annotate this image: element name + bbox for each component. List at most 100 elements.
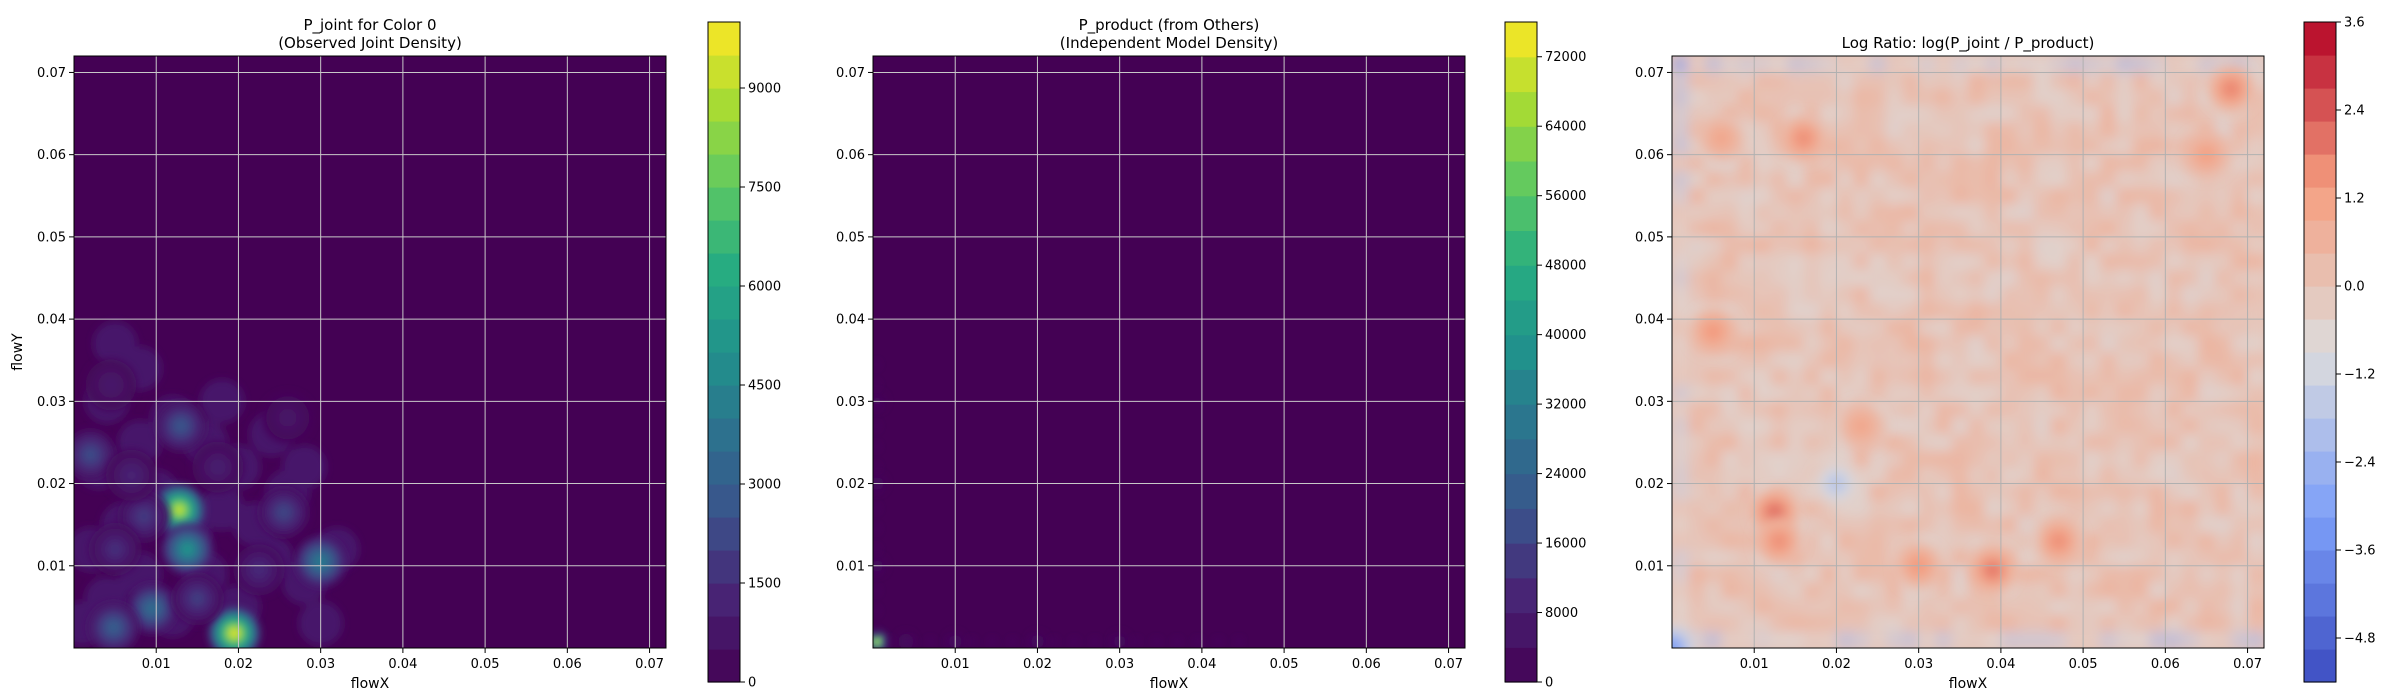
hotspot [171,573,223,625]
colorbar-band [1505,91,1537,127]
x-tick-label: 0.07 [2233,657,2262,672]
x-tick-label: 0.05 [1270,657,1299,672]
colorbar-tick-label: 4500 [748,379,781,394]
hotspot [2036,518,2081,564]
colorbar-band [2304,55,2336,89]
colorbar-tick-label: 48000 [1545,259,1586,274]
x-tick-label: 0.03 [1904,657,1933,672]
hotspot [1970,547,2016,593]
colorbar-tick-label: 7500 [748,181,781,196]
heatmap-texture [1672,56,2264,648]
colorbar-tick-label: 3000 [748,478,781,493]
colorbar-band [1505,438,1537,475]
chart-panel-1: 0.01 0.02 0.03 0.04 0.05 0.06 0.07 0.01 0.02 0.03… [10,16,781,692]
colorbar-band [1505,195,1537,232]
colorbar-band [708,319,740,353]
hotspot [208,607,260,648]
colorbar-band [1505,404,1537,440]
hotspot [87,601,140,648]
colorbar-band [1505,56,1537,93]
y-tick-label: 0.05 [37,230,66,245]
colorbar-band [1505,577,1537,614]
colorbar-band [708,451,740,485]
x-tick-label: 0.07 [1434,657,1463,672]
y-tick-label: 0.06 [836,148,865,163]
colorbar-band [2304,451,2336,485]
colorbar-band [708,616,740,650]
y-tick-label: 0.05 [836,230,865,245]
colorbar-band [2304,220,2336,254]
colorbar-tick-label: 1500 [748,577,781,592]
x-tick-label: 0.06 [1352,657,1381,672]
colorbar-band [1505,265,1537,301]
colorbar-tick-label: 1.2 [2344,192,2365,207]
hotspot [85,359,137,411]
x-tick-label: 0.04 [1986,657,2015,672]
hotspot [105,449,158,501]
colorbar-band [2304,550,2336,584]
y-tick-label: 0.07 [37,66,66,81]
x-tick-label: 0.01 [1740,657,1769,672]
colorbar-band [2304,253,2336,287]
hotspot [1690,309,1736,354]
y-tick-label: 0.03 [836,395,865,410]
x-tick-label: 0.05 [471,657,500,672]
y-tick-label: 0.02 [1635,477,1664,492]
colorbar-band [708,286,740,320]
colorbar-tick-label: 40000 [1545,328,1586,343]
y-tick-label: 0.07 [1635,66,1664,81]
colorbar-band [1505,369,1537,405]
colorbar-band [2304,418,2336,452]
x-axis-label: flowX [1949,676,1988,692]
y-tick-label: 0.01 [37,559,66,574]
colorbar-tick-label: 6000 [748,280,781,295]
hotspot [262,392,314,444]
colorbar: 0 8000 16000 24000 32000 40000 48000 56000 64000… [1504,21,1586,691]
colorbar-tick-label: 56000 [1545,189,1586,204]
colorbar-band [2304,352,2336,386]
colorbar-band [2304,286,2336,320]
hotspot [89,523,141,575]
colorbar-band [1505,647,1537,683]
colorbar-tick-label: 72000 [1545,50,1586,65]
hotspot [2208,66,2254,112]
colorbar-band [1505,299,1537,336]
colorbar-tick-label: 64000 [1545,120,1586,135]
plot-area [873,56,1465,648]
colorbar-tick-label: 24000 [1545,467,1586,482]
colorbar-band [1505,543,1537,579]
x-tick-label: 0.01 [941,657,970,672]
colorbar-tick-label: −2.4 [2344,456,2376,471]
chart-title: Log Ratio: log(P_joint / P_product) [1842,34,2095,53]
x-tick-label: 0.07 [635,657,664,672]
colorbar-band [2304,187,2336,221]
y-tick-label: 0.02 [37,477,66,492]
plot-area [74,56,666,648]
colorbar-tick-label: 8000 [1545,606,1578,621]
x-tick-label: 0.02 [224,657,253,672]
colorbar-band [2304,583,2336,617]
colorbar-band [2304,121,2336,155]
hotspot [1838,403,1884,449]
x-tick-label: 0.05 [2069,657,2098,672]
colorbar-band [2304,22,2336,56]
chart-panel-2: 0.01 0.02 0.03 0.04 0.05 0.06 0.07 0.01 0.02 0.03… [836,16,1586,692]
x-tick-label: 0.06 [2151,657,2180,672]
colorbar-band [2304,616,2336,650]
colorbar-band [2304,517,2336,551]
x-tick-label: 0.01 [142,657,171,672]
colorbar-band [708,649,740,683]
colorbar-band [2304,484,2336,518]
colorbar-band [1505,612,1537,648]
colorbar-band [1505,160,1537,197]
y-tick-label: 0.04 [1635,313,1664,328]
colorbar-band [708,550,740,584]
hotspot [1756,518,1802,564]
colorbar: −4.8 −3.6 −2.4 −1.2 0.0 1.2 2.4 3.6 [2303,16,2376,683]
hotspot [161,523,214,575]
hotspot [873,631,887,648]
colorbar-band [708,187,740,221]
hotspot [155,400,207,452]
x-tick-label: 0.03 [306,657,335,672]
